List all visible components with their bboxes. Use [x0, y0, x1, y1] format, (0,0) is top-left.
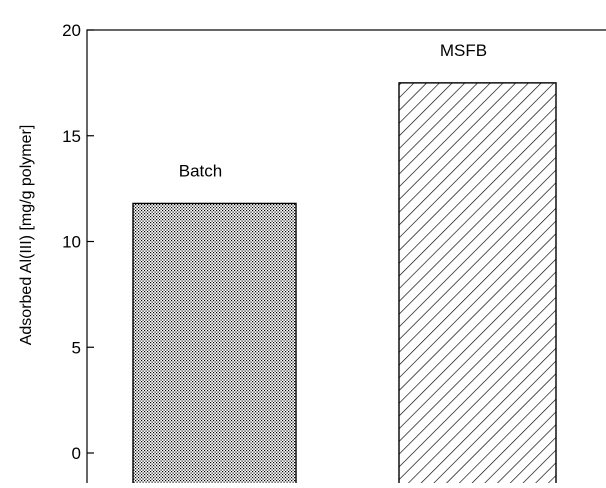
y-tick-label: 5 — [72, 338, 81, 357]
y-tick-label: 15 — [62, 127, 81, 146]
bar-msfb — [398, 82, 557, 488]
y-tick-label: 10 — [62, 233, 81, 252]
bars — [132, 82, 557, 488]
y-axis: 0 5 10 15 20 — [62, 21, 94, 463]
y-axis-label: Adsorbed Al(III) [mg/g polymer] — [18, 125, 35, 346]
bar-label-msfb: MSFB — [440, 41, 487, 60]
bar-batch — [132, 202, 297, 488]
y-tick-label: 0 — [72, 444, 81, 463]
y-tick-label: 20 — [62, 21, 81, 40]
bar-labels: Batch MSFB — [179, 41, 487, 181]
plot-frame — [86, 29, 606, 488]
bar-label-batch: Batch — [179, 161, 222, 180]
